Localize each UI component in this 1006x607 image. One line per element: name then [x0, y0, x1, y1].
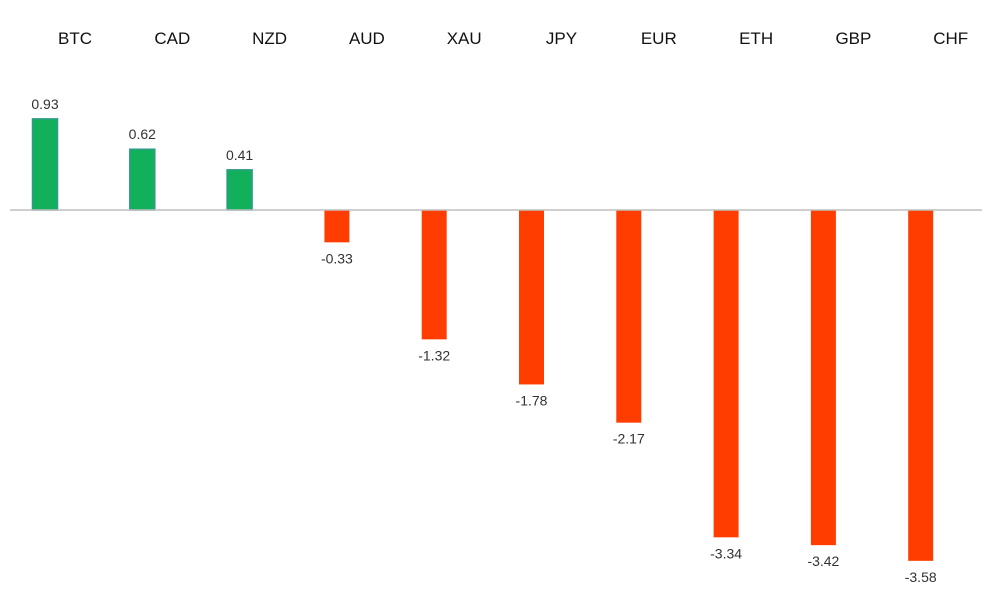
category-label-eur: EUR	[641, 29, 677, 48]
value-labels: 0.93 0.62 0.41 -0.33 -1.32 -1.78 -2.17 -3.34 -3.…	[31, 96, 936, 585]
category-label-gbp: GBP	[835, 29, 871, 48]
bar-eur	[616, 210, 642, 423]
value-label-eur: -2.17	[613, 431, 645, 447]
category-label-chf: CHF	[933, 29, 968, 48]
category-label-xau: XAU	[447, 29, 482, 48]
category-label-nzd: NZD	[252, 29, 287, 48]
value-label-btc: 0.93	[31, 96, 58, 112]
value-label-eth: -3.34	[710, 545, 742, 561]
bar-gbp	[810, 210, 836, 546]
bar-btc	[31, 118, 59, 211]
bar-xau	[421, 210, 447, 340]
value-label-aud: -0.33	[321, 250, 353, 266]
value-label-gbp: -3.42	[807, 553, 839, 569]
value-label-jpy: -1.78	[516, 392, 548, 408]
value-label-chf: -3.58	[905, 569, 937, 585]
bar-jpy	[519, 210, 544, 385]
category-label-cad: CAD	[154, 29, 190, 48]
category-labels: BTC CAD NZD AUD XAU JPY EUR ETH GBP CHF	[58, 29, 968, 48]
value-label-cad: 0.62	[129, 126, 156, 142]
bars	[31, 118, 934, 561]
category-label-eth: ETH	[739, 29, 773, 48]
value-label-xau: -1.32	[418, 347, 450, 363]
bar-chf	[908, 210, 934, 561]
bar-cad	[129, 148, 156, 211]
bar-eth	[713, 210, 739, 538]
category-label-jpy: JPY	[546, 29, 577, 48]
category-label-btc: BTC	[58, 29, 92, 48]
value-label-nzd: 0.41	[226, 147, 253, 163]
category-label-aud: AUD	[349, 29, 385, 48]
bar-nzd	[226, 169, 253, 211]
bar-aud	[324, 210, 350, 243]
